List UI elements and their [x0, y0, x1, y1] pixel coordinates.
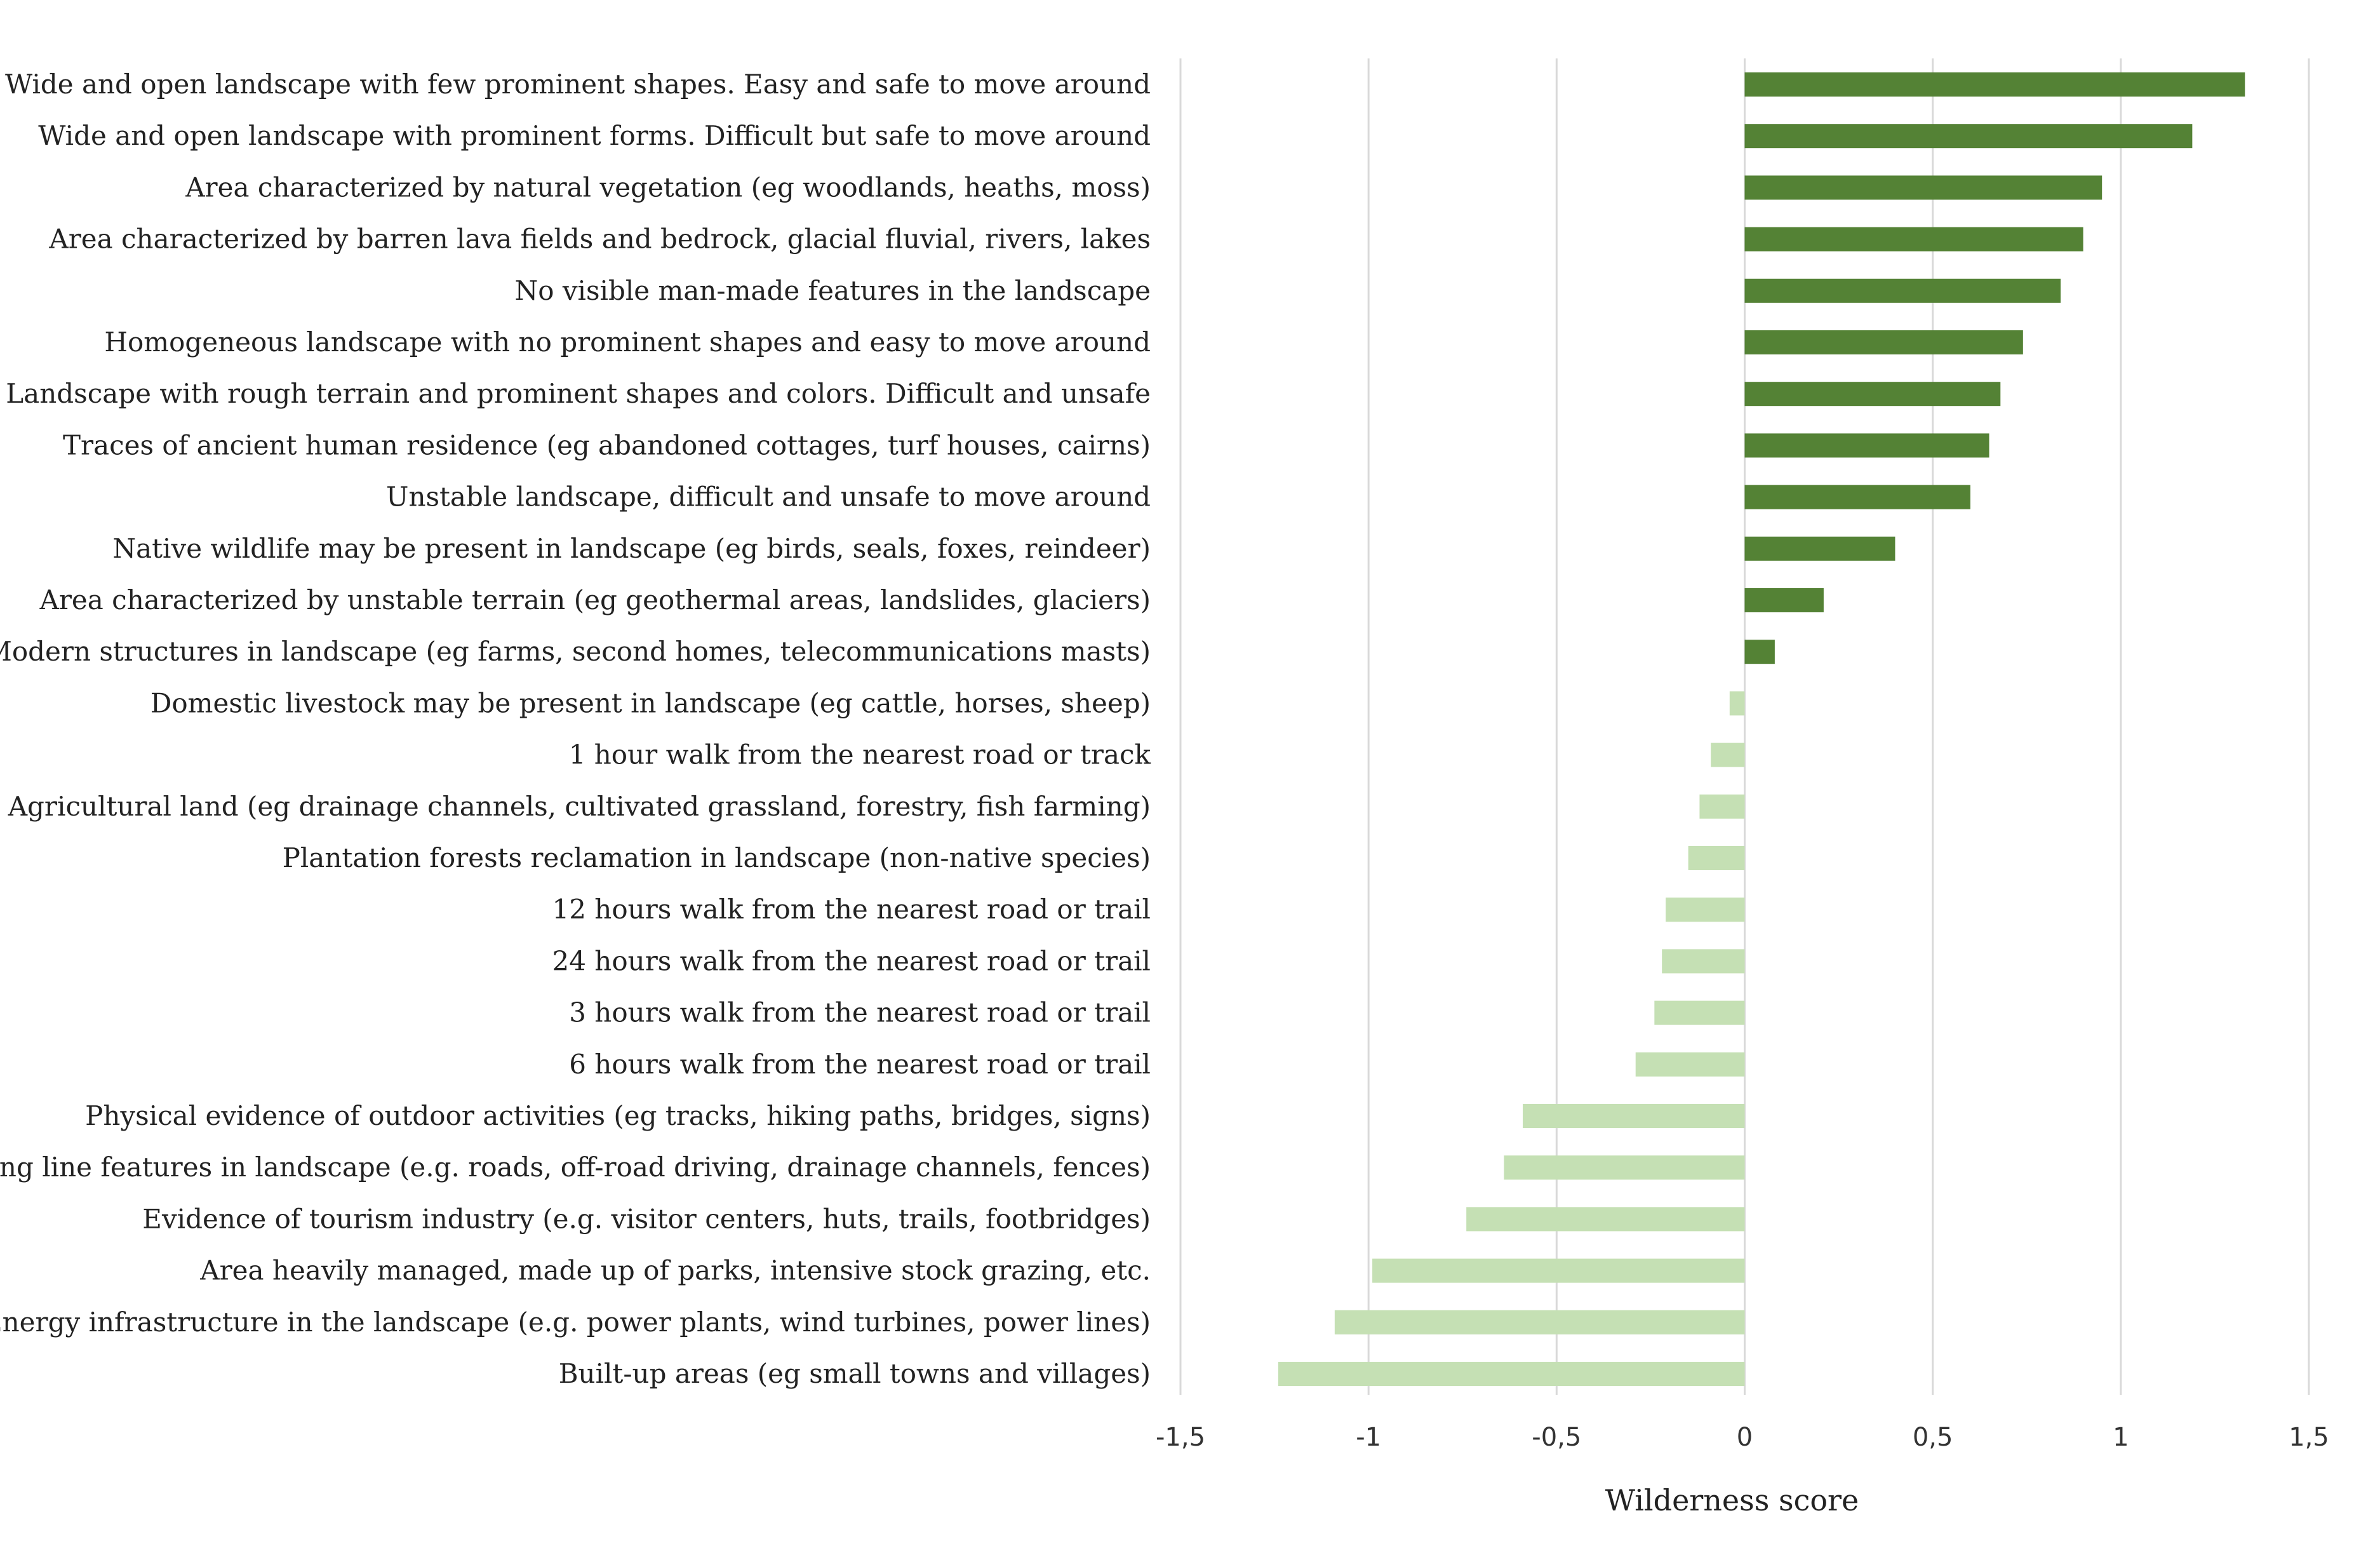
- category-label: 24 hours walk from the nearest road or t…: [552, 945, 1151, 976]
- x-axis-title: Wilderness score: [1605, 1483, 1859, 1517]
- category-label: 12 hours walk from the nearest road or t…: [552, 894, 1151, 925]
- category-label: 3 hours walk from the nearest road or tr…: [569, 997, 1151, 1028]
- category-label: Landscape with rough terrain and promine…: [6, 378, 1151, 409]
- x-tick-label: 1: [2113, 1423, 2129, 1452]
- x-tick-label: -1,5: [1156, 1423, 1205, 1452]
- category-label: Unstable landscape, difficult and unsafe…: [386, 481, 1151, 513]
- bar: [1278, 1362, 1745, 1386]
- category-label: Modern structures in landscape (eg farms…: [0, 636, 1151, 667]
- bar: [1699, 794, 1745, 819]
- x-tick-label: 1,5: [2289, 1423, 2329, 1452]
- bar: [1744, 640, 1775, 664]
- bar: [1744, 588, 1824, 612]
- category-label: 6 hours walk from the nearest road or tr…: [569, 1049, 1151, 1080]
- bar: [1744, 124, 2193, 149]
- bar: [1334, 1310, 1745, 1334]
- category-label: Area heavily managed, made up of parks, …: [199, 1255, 1151, 1286]
- category-label: Physical evidence of outdoor activities …: [85, 1100, 1151, 1131]
- bar: [1744, 536, 1895, 561]
- bar: [1635, 1052, 1745, 1077]
- bar: [1744, 72, 2245, 97]
- category-label: Homogeneous landscape with no prominent …: [104, 326, 1151, 358]
- gridlines: [1179, 58, 2310, 1395]
- bar: [1729, 691, 1745, 716]
- category-label: Area characterized by unstable terrain (…: [39, 584, 1151, 615]
- category-label: Area characterized by barren lava fields…: [48, 224, 1151, 255]
- x-tick-label: 0,5: [1913, 1423, 1953, 1452]
- bar: [1711, 743, 1745, 767]
- category-labels: Wide and open landscape with few promine…: [0, 69, 1151, 1389]
- x-tick-labels: -1,5 -1 -0,5 0 0,5 1 1,5: [1156, 1423, 2329, 1452]
- category-label: Evidence of tourism industry (e.g. visit…: [142, 1203, 1151, 1234]
- category-label: Agricultural land (eg drainage channels,…: [8, 791, 1151, 822]
- category-label: Built-up areas (eg small towns and villa…: [559, 1358, 1151, 1389]
- category-label: Traces of ancient human residence (eg ab…: [63, 429, 1151, 460]
- bar: [1662, 949, 1745, 974]
- category-label: No visible man-made features in the land…: [514, 275, 1151, 306]
- category-label: 1 hour walk from the nearest road or tra…: [569, 739, 1151, 770]
- bar: [1744, 175, 2103, 200]
- bars: [1278, 72, 2245, 1386]
- bar: [1654, 1000, 1745, 1025]
- bar: [1523, 1104, 1745, 1128]
- category-label: Wide and open landscape with few promine…: [5, 69, 1151, 100]
- bar: [1666, 897, 1745, 922]
- category-label: Plantation forests reclamation in landsc…: [283, 842, 1151, 873]
- x-tick-label: 0: [1737, 1423, 1753, 1452]
- bar: [1744, 433, 1989, 458]
- category-label: Domestic livestock may be present in lan…: [150, 687, 1151, 718]
- bar: [1466, 1207, 1745, 1232]
- category-label: Energy infrastructure in the landscape (…: [0, 1307, 1151, 1338]
- bar: [1372, 1258, 1745, 1283]
- bar: [1504, 1155, 1745, 1180]
- bar: [1688, 846, 1745, 870]
- bar: [1744, 278, 2061, 303]
- category-label: Area characterized by natural vegetation…: [185, 171, 1151, 203]
- bar: [1744, 227, 2083, 252]
- category-label: Native wildlife may be present in landsc…: [112, 533, 1151, 564]
- category-label: Wide and open landscape with prominent f…: [38, 120, 1151, 151]
- x-tick-label: -1: [1356, 1423, 1381, 1452]
- bar: [1744, 382, 2001, 407]
- category-label: Long line features in landscape (e.g. ro…: [0, 1152, 1151, 1183]
- bar: [1744, 485, 1970, 509]
- x-tick-label: -0,5: [1532, 1423, 1581, 1452]
- bar: [1744, 330, 2023, 354]
